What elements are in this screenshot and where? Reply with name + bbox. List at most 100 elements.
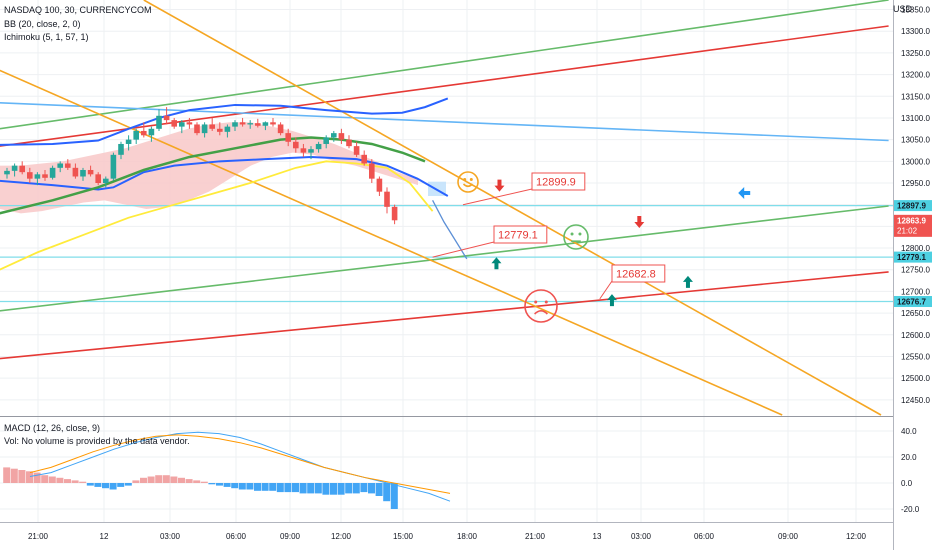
candle-body	[118, 143, 124, 155]
candle-body	[72, 167, 79, 177]
signal-line	[29, 434, 451, 494]
candle-body	[4, 170, 10, 175]
trend-lines	[0, 0, 889, 416]
trend-green-lower	[0, 205, 889, 312]
countdown-label: 21:02	[897, 226, 918, 235]
candle-body	[57, 163, 63, 168]
buy-arrow-icon	[491, 257, 502, 270]
trend-orange-lower	[0, 69, 783, 416]
horizontal-levels	[0, 204, 893, 303]
candlesticks	[4, 107, 398, 225]
currency-badge[interactable]: USD	[893, 4, 913, 14]
callout-12899-9-box	[531, 172, 586, 191]
candle-body	[277, 124, 284, 134]
macd-hist-bar	[124, 483, 132, 486]
macd-hist-bar	[86, 483, 94, 486]
time-tick-label: 06:00	[226, 532, 247, 541]
candle-body	[201, 124, 208, 134]
macd-hist-bar	[79, 481, 87, 483]
candle-body	[133, 130, 139, 140]
candle-body	[95, 174, 101, 183]
grid	[0, 0, 894, 550]
trend-green-upper	[0, 0, 889, 130]
time-tick-label: 09:00	[280, 532, 301, 541]
macd-hist-bar	[352, 483, 360, 494]
candle-body	[361, 154, 367, 164]
callout-12899-9: 12899.9	[536, 177, 576, 189]
macd-tick-label: -20.0	[901, 505, 920, 514]
macd-hist-bar	[170, 476, 178, 483]
trend-blue	[0, 101, 889, 142]
callout-12682-8: 12682.8	[616, 269, 656, 281]
macd-hist-bar	[64, 479, 71, 483]
legend-macd: MACD (12, 26, close, 9)	[4, 423, 101, 433]
macd-hist-bar	[208, 483, 216, 485]
candle-body	[110, 154, 117, 179]
candle-body	[224, 126, 231, 132]
last-price-badge	[894, 214, 932, 237]
price-tick-label: 13300.0	[901, 27, 930, 36]
macd-hist-bar	[132, 480, 140, 483]
macd-hist-bar	[18, 470, 26, 483]
price-tick-label: 12500.0	[901, 374, 930, 383]
buy-arrow-icon	[682, 275, 693, 288]
macd-hist-bar	[71, 480, 79, 483]
candle-body	[186, 122, 193, 125]
projection-line	[432, 200, 468, 260]
macd-hist-bar	[162, 475, 170, 483]
legend-bb: BB (20, close, 2, 0)	[4, 19, 81, 29]
macd-hist-bar	[307, 483, 315, 494]
happy-face-icon-eye	[469, 178, 473, 181]
candle-body	[346, 139, 352, 147]
sad-face-icon	[524, 289, 558, 323]
bb-mid	[0, 136, 426, 215]
macd-hist-bar	[155, 475, 163, 483]
price-tick-label: 13100.0	[901, 114, 930, 123]
macd-hist-bar	[360, 483, 368, 493]
macd-hist-bar	[383, 483, 391, 502]
time-tick-label: 15:00	[393, 532, 414, 541]
price-label: 12897.9	[897, 202, 926, 211]
price-tick-label: 12600.0	[901, 331, 930, 340]
candle-body	[148, 128, 155, 136]
candle-body	[369, 163, 375, 179]
macd-hist-bar	[140, 477, 147, 483]
time-tick-label: 12:00	[331, 532, 352, 541]
price-tick-label: 13000.0	[901, 157, 930, 166]
price-tick-label: 12750.0	[901, 266, 930, 275]
candle-body	[232, 122, 238, 127]
sell-arrow-icon	[634, 216, 645, 229]
cloud-area	[0, 122, 418, 214]
candle-body	[209, 124, 215, 129]
sad-face-icon-eye	[534, 300, 538, 304]
callout-12682-8-box	[611, 264, 666, 283]
macd-hist-bar	[41, 475, 49, 483]
macd-hist-bar	[26, 471, 33, 483]
happy-face-icon-eye	[463, 178, 467, 181]
level-price-badge	[894, 296, 932, 308]
price-tick-label: 12650.0	[901, 309, 930, 318]
callout-12779-1-box	[493, 225, 548, 244]
macd-hist-bar	[375, 483, 383, 496]
tenkan-line	[0, 160, 434, 271]
macd-hist-bar	[48, 476, 56, 483]
neutral-face-icon	[563, 224, 589, 250]
macd-hist-bar	[390, 483, 398, 509]
time-tick-label: 21:00	[525, 532, 546, 541]
candle-body	[323, 137, 329, 144]
macd-hist-bar	[185, 479, 193, 483]
macd-hist-bar	[56, 477, 64, 483]
candle-body	[42, 174, 48, 178]
time-axis: 21:00 12 03:00 06:00 09:00 12:00 15:00 18:00 21:…	[28, 532, 867, 541]
macd-hist-bar	[231, 483, 239, 489]
time-tick-label: 13	[593, 532, 602, 541]
macd-hist-bar	[284, 483, 292, 493]
candle-body	[141, 130, 147, 136]
candle-body	[125, 139, 132, 144]
price-label: 12863.9	[897, 216, 926, 225]
time-tick-label: 18:00	[457, 532, 478, 541]
candle-body	[384, 191, 390, 207]
candle-body	[87, 169, 94, 175]
candle-body	[156, 115, 162, 129]
